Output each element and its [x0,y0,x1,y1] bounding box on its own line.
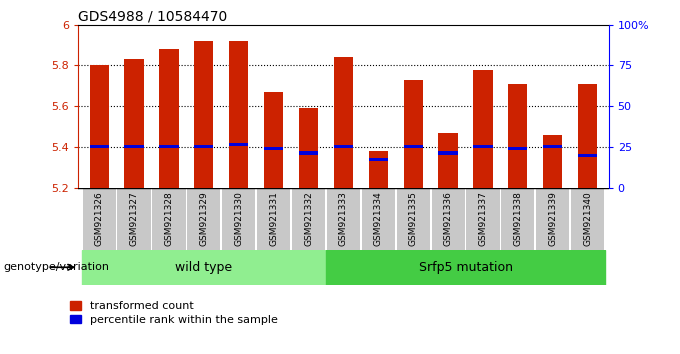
Bar [90,65,109,188]
Text: GSM921340: GSM921340 [583,191,592,246]
Bar [124,145,143,148]
Bar [508,84,528,188]
Bar [369,158,388,161]
Bar [578,84,597,188]
Bar [326,250,605,285]
Bar [299,108,318,188]
Bar [439,152,458,155]
Text: GDS4988 / 10584470: GDS4988 / 10584470 [78,10,227,24]
Legend: transformed count, percentile rank within the sample: transformed count, percentile rank withi… [70,301,278,325]
Text: GSM921332: GSM921332 [304,191,313,246]
Text: GSM921335: GSM921335 [409,191,418,246]
Bar [159,145,179,148]
Bar [432,188,464,250]
Bar [466,188,500,250]
Bar [159,49,179,188]
Text: genotype/variation: genotype/variation [3,262,109,272]
Bar [334,145,353,148]
Text: GSM921339: GSM921339 [548,191,558,246]
Bar [299,152,318,155]
Bar [404,80,423,188]
Text: GSM921337: GSM921337 [479,191,488,246]
Text: GSM921330: GSM921330 [234,191,243,246]
Bar [187,188,220,250]
Text: wild type: wild type [175,261,233,274]
Text: GSM921334: GSM921334 [374,191,383,246]
Bar [82,250,326,285]
Bar [292,188,325,250]
Bar [571,188,605,250]
Text: GSM921327: GSM921327 [129,191,139,246]
Bar [473,69,492,188]
Bar [543,135,562,188]
Bar [82,188,116,250]
Text: GSM921331: GSM921331 [269,191,278,246]
Bar [229,143,248,147]
Bar [473,145,492,148]
Bar [222,188,255,250]
Bar [90,145,109,148]
Bar [369,151,388,188]
Bar [194,41,214,188]
Bar [118,188,150,250]
Bar [257,188,290,250]
Bar [501,188,534,250]
Text: GSM921333: GSM921333 [339,191,348,246]
Bar [264,92,283,188]
Bar [578,154,597,156]
Bar [334,57,353,188]
Bar [327,188,360,250]
Text: GSM921326: GSM921326 [95,191,103,246]
Bar [362,188,395,250]
Bar [229,41,248,188]
Text: GSM921328: GSM921328 [165,191,173,246]
Bar [194,145,214,148]
Text: GSM921329: GSM921329 [199,191,208,246]
Bar [508,147,528,150]
Text: GSM921336: GSM921336 [443,191,453,246]
Bar [152,188,186,250]
Bar [124,59,143,188]
Bar [396,188,430,250]
Bar [404,145,423,148]
Bar [264,147,283,150]
Bar [439,133,458,188]
Bar [537,188,569,250]
Bar [543,145,562,148]
Text: GSM921338: GSM921338 [513,191,522,246]
Text: Srfp5 mutation: Srfp5 mutation [418,261,513,274]
